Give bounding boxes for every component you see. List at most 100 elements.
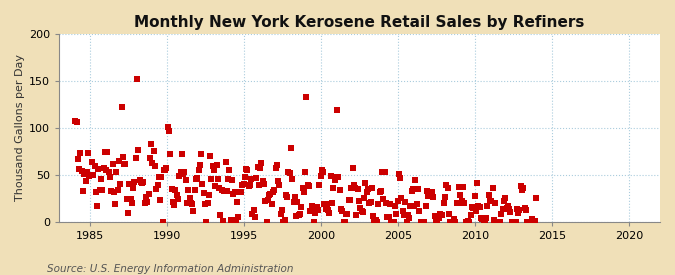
Point	[238, 182, 249, 186]
Point	[378, 196, 389, 201]
Point	[318, 170, 329, 175]
Point	[412, 187, 423, 192]
Point	[337, 208, 348, 213]
Point	[269, 187, 279, 192]
Point	[267, 202, 277, 206]
Point	[170, 188, 181, 192]
Point	[211, 163, 222, 167]
Point	[379, 170, 390, 174]
Point	[89, 164, 100, 168]
Point	[275, 211, 286, 216]
Point	[79, 172, 90, 176]
Point	[409, 204, 420, 208]
Point	[179, 170, 190, 174]
Point	[368, 214, 379, 219]
Point	[468, 206, 479, 210]
Point	[422, 189, 433, 193]
Point	[476, 216, 487, 220]
Point	[502, 205, 512, 210]
Point	[489, 218, 500, 223]
Point	[342, 212, 353, 217]
Point	[415, 219, 426, 224]
Point	[215, 213, 226, 218]
Point	[225, 218, 236, 223]
Point	[408, 187, 418, 191]
Point	[278, 219, 289, 224]
Point	[247, 212, 258, 216]
Point	[491, 219, 502, 224]
Point	[302, 183, 313, 188]
Point	[442, 186, 453, 191]
Point	[445, 219, 456, 224]
Point	[286, 146, 296, 151]
Point	[137, 181, 148, 186]
Point	[383, 214, 394, 219]
Point	[214, 186, 225, 190]
Point	[496, 212, 507, 216]
Point	[288, 200, 299, 204]
Point	[133, 148, 144, 153]
Point	[493, 219, 504, 224]
Point	[163, 129, 174, 133]
Point	[486, 199, 497, 203]
Point	[153, 175, 164, 179]
Point	[232, 200, 242, 205]
Point	[523, 219, 534, 224]
Point	[186, 201, 196, 205]
Point	[388, 219, 399, 224]
Point	[315, 174, 326, 178]
Point	[221, 188, 232, 193]
Point	[283, 170, 294, 174]
Point	[187, 202, 198, 206]
Point	[176, 152, 187, 156]
Point	[217, 219, 228, 223]
Point	[156, 174, 167, 179]
Point	[297, 186, 308, 191]
Point	[454, 185, 464, 189]
Point	[425, 194, 436, 198]
Point	[88, 173, 99, 177]
Point	[449, 217, 460, 221]
Point	[455, 193, 466, 197]
Point	[385, 219, 396, 224]
Point	[198, 190, 209, 195]
Point	[319, 202, 330, 206]
Point	[155, 197, 165, 202]
Point	[128, 186, 138, 190]
Point	[465, 213, 476, 217]
Point	[531, 196, 541, 200]
Point	[410, 178, 421, 183]
Point	[502, 204, 513, 208]
Point	[518, 186, 529, 190]
Point	[522, 219, 533, 224]
Point	[112, 188, 123, 192]
Point	[227, 178, 238, 183]
Point	[332, 107, 343, 112]
Point	[216, 188, 227, 192]
Point	[207, 164, 218, 169]
Point	[524, 219, 535, 224]
Point	[223, 177, 234, 181]
Point	[437, 213, 448, 217]
Point	[148, 149, 159, 153]
Point	[251, 176, 262, 180]
Point	[451, 200, 462, 205]
Point	[196, 152, 207, 156]
Point	[421, 204, 431, 208]
Point	[264, 192, 275, 197]
Point	[374, 189, 385, 194]
Point	[194, 163, 205, 167]
Point	[508, 219, 518, 224]
Point	[202, 201, 213, 205]
Point	[509, 219, 520, 224]
Point	[151, 186, 161, 191]
Point	[443, 212, 454, 216]
Point	[460, 219, 471, 224]
Point	[287, 177, 298, 181]
Point	[244, 183, 255, 188]
Point	[327, 201, 338, 205]
Point	[150, 164, 161, 169]
Point	[377, 170, 387, 174]
Point	[304, 184, 315, 189]
Point	[119, 161, 130, 166]
